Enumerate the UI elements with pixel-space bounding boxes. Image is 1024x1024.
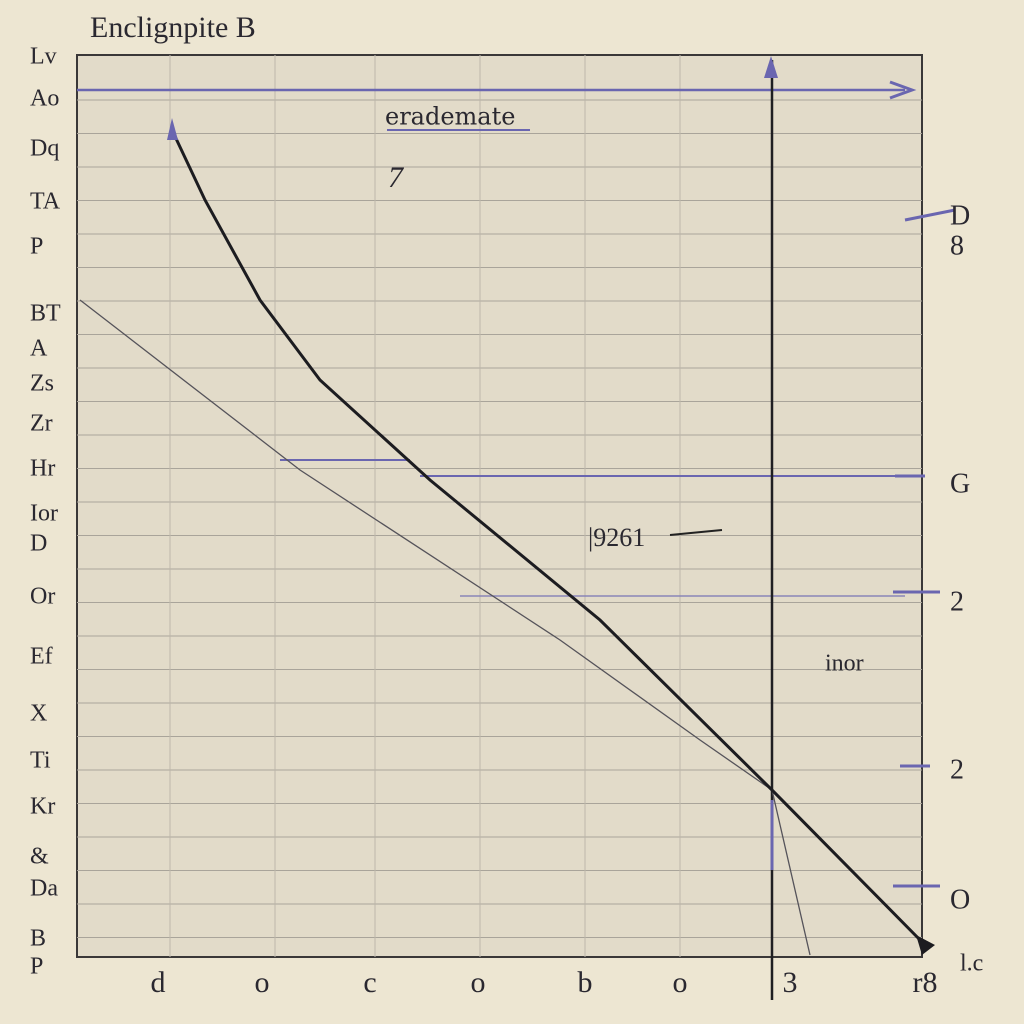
left-label: Zs [30, 371, 54, 397]
labels: LvAoDqTAPBTAZsZrHrIorDOrEfXTiKr&DaBPD8G2… [30, 44, 970, 999]
bottom-label: 3 [783, 966, 798, 999]
left-label: Ao [30, 86, 59, 112]
left-label: Ior [30, 501, 58, 527]
left-label: & [30, 844, 49, 870]
left-label: X [30, 701, 47, 727]
arrow-head [889, 80, 917, 100]
bottom-label: d [151, 966, 166, 999]
bottom-label: o [471, 966, 486, 999]
left-label: Ef [30, 644, 53, 670]
left-label: Dq [30, 136, 59, 162]
right-label: 8 [950, 230, 964, 261]
left-label: Da [30, 876, 58, 902]
annotation: 7 [388, 161, 405, 194]
left-label: BT [30, 301, 61, 327]
side-arrows [893, 208, 956, 888]
arrow-head [167, 118, 178, 140]
right-label: G [950, 468, 970, 499]
left-label: P [30, 954, 43, 980]
left-label: TA [30, 189, 61, 215]
left-label: Ti [30, 748, 51, 774]
left-label: A [30, 336, 48, 362]
left-label: D [30, 531, 47, 557]
annotation: l.c [960, 951, 983, 977]
pointer [669, 529, 723, 536]
right-label: O [950, 884, 970, 915]
arrow-head [764, 56, 778, 78]
bottom-label: o [673, 966, 688, 999]
plot-area [76, 54, 923, 958]
left-label: Or [30, 584, 55, 610]
right-label: D [950, 200, 970, 231]
left-label: P [30, 234, 43, 260]
left-label: Zr [30, 411, 53, 437]
annotation: inor [825, 651, 864, 677]
annotation: |9261 [588, 523, 645, 552]
bottom-label: c [363, 966, 376, 999]
left-label: Hr [30, 456, 55, 482]
left-label: Lv [30, 44, 57, 70]
title: Enclignpite B [90, 11, 256, 44]
thick-line [170, 129, 927, 947]
right-label: 2 [950, 754, 964, 785]
thin-line [79, 299, 811, 956]
annotation: erademate [385, 103, 515, 131]
left-label: B [30, 926, 46, 952]
right-label: 2 [950, 586, 964, 617]
bottom-label: r8 [913, 966, 938, 999]
bottom-label: b [578, 966, 593, 999]
bottom-label: o [255, 966, 270, 999]
left-label: Kr [30, 794, 55, 820]
arrow-head [916, 935, 935, 955]
